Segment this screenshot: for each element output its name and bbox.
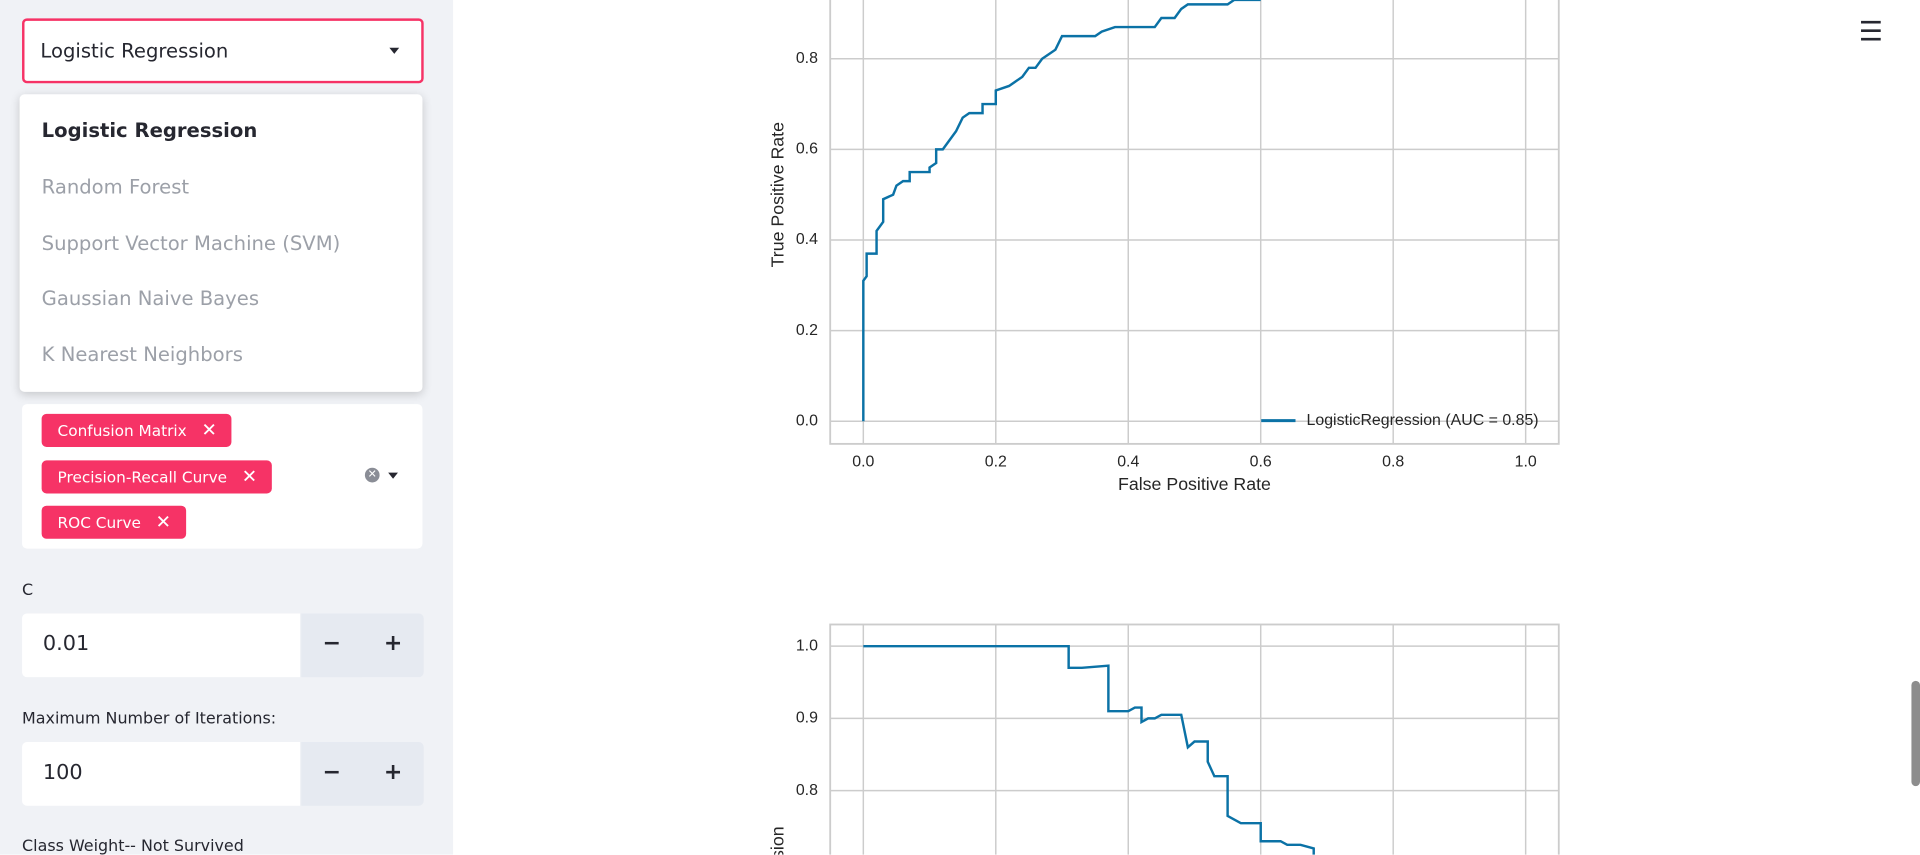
tag-remove[interactable]: ✕ — [155, 510, 172, 533]
tag-remove[interactable]: ✕ — [201, 418, 217, 441]
clear-icon[interactable]: ✕ — [364, 467, 380, 483]
scrollbar — [1911, 680, 1920, 787]
option[interactable]: Logistic Regression — [41, 118, 258, 143]
x-tick-label: 0.2 — [985, 453, 1007, 470]
option[interactable]: K Nearest Neighbors — [41, 342, 243, 367]
max-iter-label: Maximum Number of Iterations: — [22, 710, 277, 729]
option[interactable]: Random Forest — [41, 175, 190, 199]
increment-button[interactable]: + — [362, 742, 424, 806]
legend-label: LogisticRegression (AUC = 0.85) — [1307, 412, 1539, 429]
x-tick-label: 0.0 — [852, 453, 874, 470]
y-tick-label: 0.4 — [796, 231, 818, 248]
chart: 0.00.20.40.60.81.00.00.20.40.60.81.0Fals… — [767, 0, 1560, 494]
x-axis-label: False Positive Rate — [1118, 474, 1271, 494]
y-tick-label: 0.6 — [796, 141, 818, 158]
roc-line — [863, 644, 1315, 855]
caret-icon — [388, 472, 398, 479]
y-tick-label: 0.2 — [796, 322, 818, 339]
class-weight-label: Class Weight-- Not Survived — [22, 837, 244, 855]
y-tick-label: 0.8 — [796, 50, 818, 67]
roc-line — [862, 0, 1261, 422]
chart: 00.20.40.60.810.80.91.0Precision — [767, 623, 1560, 855]
x-tick-label: 0.6 — [1250, 453, 1272, 470]
y-tick-label: 0.9 — [796, 710, 818, 727]
decrement-button[interactable]: − — [301, 613, 363, 678]
menu-button[interactable]: ☰ — [1858, 17, 1883, 48]
metric-tag: ROC Curve ✕ — [41, 505, 186, 539]
classifier-value: Logistic Regression — [40, 39, 229, 63]
c-value: 0.01 — [42, 631, 90, 657]
option[interactable]: Gaussian Naive Bayes — [41, 286, 260, 310]
classifier-select[interactable]: Logistic Regression — [22, 18, 424, 84]
y-tick-label: 1.0 — [796, 637, 818, 654]
axes-frame — [829, 623, 1560, 855]
metric-tag: Precision-Recall Curve ✕ — [41, 460, 272, 494]
metrics-multiselect[interactable]: Confusion Matrix ✕ Precision-Recall Curve… — [22, 404, 423, 549]
c-label: C — [22, 581, 34, 601]
increment-button[interactable]: + — [362, 613, 424, 678]
classifier-label: Classifier — [22, 0, 95, 4]
y-axis-label: True Positive Rate — [767, 122, 787, 267]
tag-text: Confusion Matrix — [57, 421, 187, 440]
classifier-dropdown: Logistic Regression Random Forest Suppor… — [19, 94, 423, 392]
tag-text: Precision-Recall Curve — [57, 467, 228, 487]
metric-tag: Confusion Matrix ✕ — [41, 413, 232, 447]
option[interactable]: Support Vector Machine (SVM) — [41, 231, 341, 255]
caret-icon — [389, 47, 400, 54]
tag-remove[interactable]: ✕ — [241, 465, 258, 488]
sidebar: Classifier Logistic Regression Logistic … — [0, 0, 454, 855]
c-input[interactable]: 0.01 — [22, 613, 301, 678]
y-tick-label: 0.0 — [796, 412, 818, 429]
x-tick-label: 1.0 — [1515, 453, 1537, 470]
x-tick-label: 0.4 — [1117, 453, 1139, 470]
x-tick-label: 0.8 — [1382, 453, 1404, 470]
y-tick-label: 0.8 — [796, 782, 818, 799]
max-iter-input[interactable]: 100 — [22, 742, 301, 806]
axes-frame — [829, 0, 1560, 445]
decrement-button[interactable]: − — [301, 742, 363, 806]
max-iter-value: 100 — [42, 760, 83, 785]
tag-text: ROC Curve — [57, 513, 141, 532]
y-axis-label: Precision — [767, 826, 787, 854]
